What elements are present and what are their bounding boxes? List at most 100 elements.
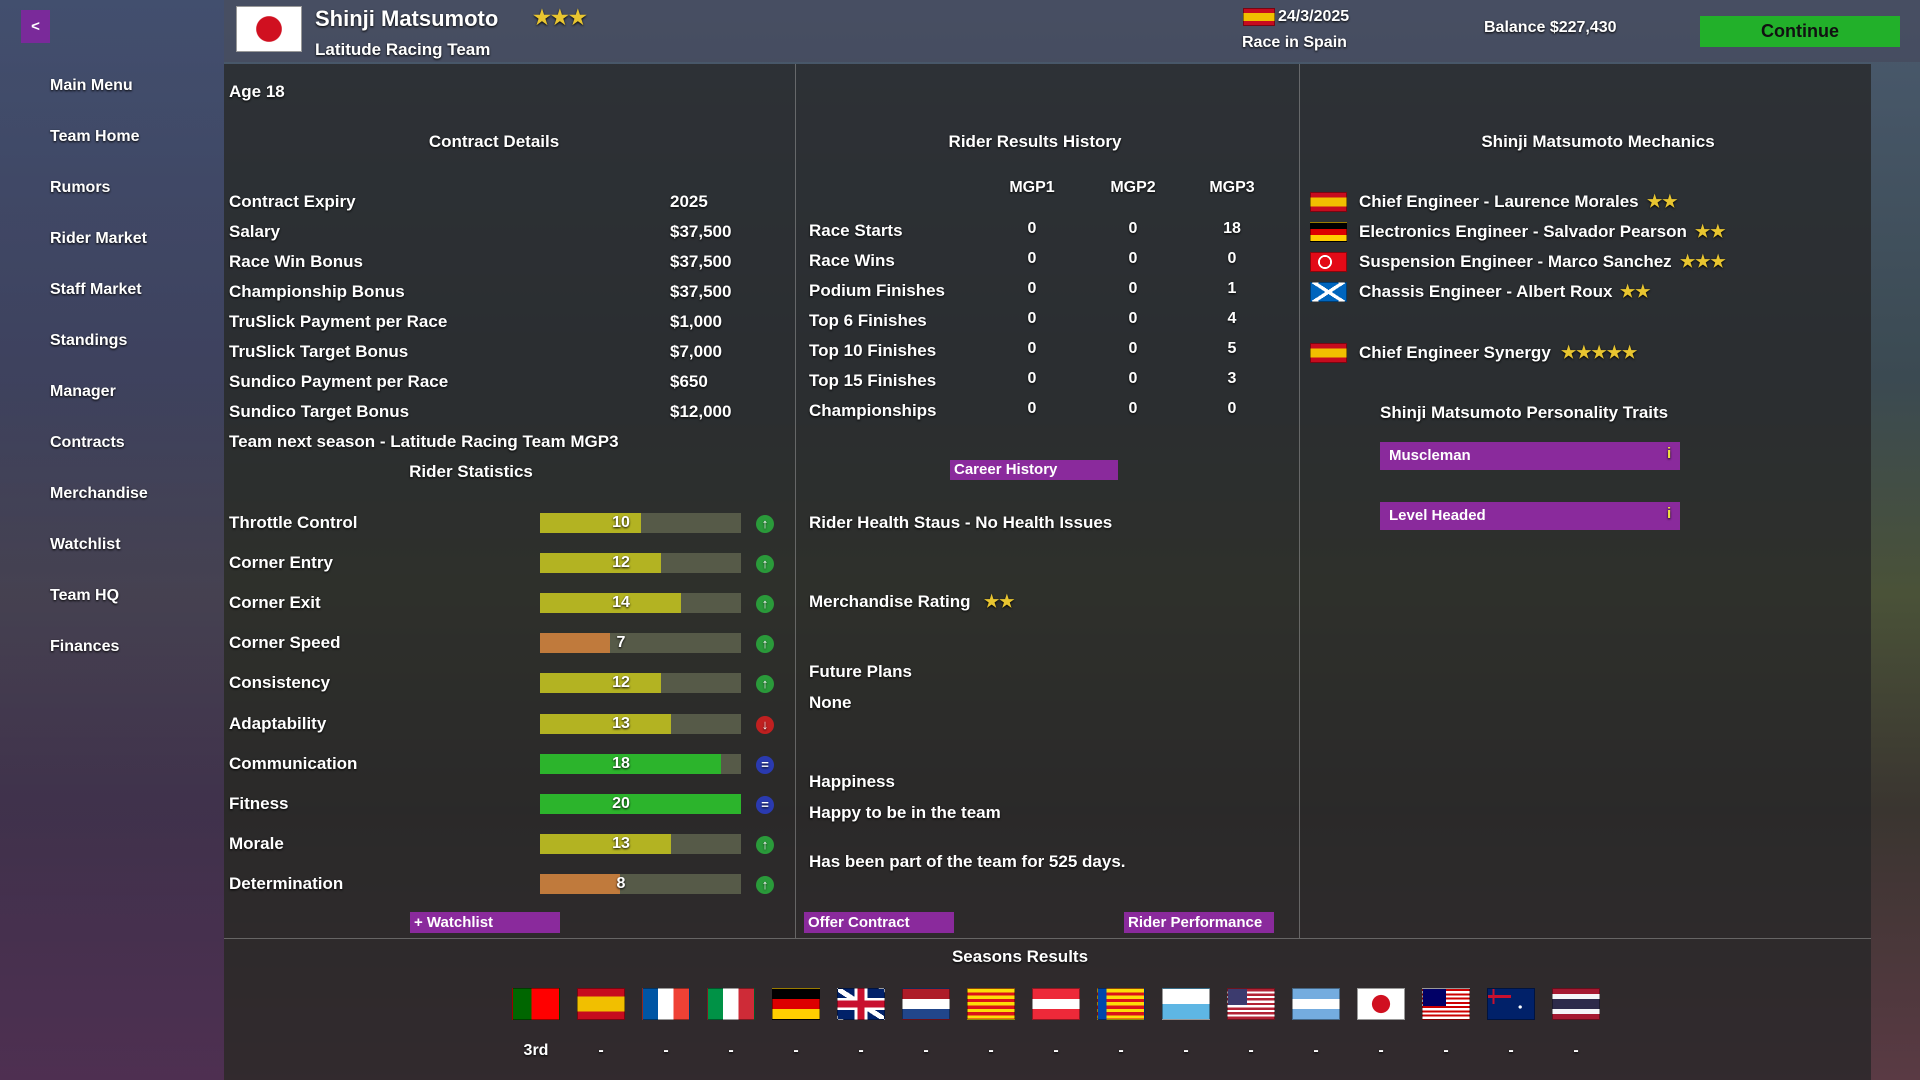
- synergy-label: Chief Engineer Synergy: [1359, 343, 1551, 362]
- trait[interactable]: Level Headed: [1380, 502, 1680, 530]
- contract-value: $7,000: [670, 342, 722, 361]
- mechanic-role: Chief Engineer - Laurence Morales: [1359, 192, 1639, 211]
- happiness-value: Happy to be in the team: [809, 803, 1001, 822]
- flag: [1310, 282, 1347, 302]
- result-value: 0: [1128, 280, 1138, 297]
- synergy-stars: ★★★★★: [1561, 343, 1638, 362]
- result-label: Race Wins: [809, 251, 895, 270]
- result-value: 0: [1027, 310, 1037, 327]
- menu-item[interactable]: Team Home: [50, 128, 140, 145]
- contract-value: $37,500: [670, 252, 732, 271]
- result-value: 0: [1128, 310, 1138, 327]
- menu-item[interactable]: Contracts: [50, 434, 125, 451]
- season-result: -: [988, 1042, 994, 1059]
- watchlist-button[interactable]: + Watchlist: [410, 912, 560, 933]
- continue-button[interactable]: Continue: [1700, 16, 1900, 47]
- stat-value: 18: [612, 754, 630, 772]
- menu-item[interactable]: Finances: [50, 638, 120, 655]
- menu-item[interactable]: Rumors: [50, 179, 111, 196]
- stat-label: Determination: [229, 873, 344, 893]
- health: Rider Health Staus - No Health Issues: [809, 513, 1113, 532]
- trend-icon: =: [756, 755, 774, 774]
- result-value: 0: [1027, 220, 1037, 237]
- mechanic-stars: ★★: [1647, 192, 1678, 211]
- stat-bar: [540, 593, 681, 614]
- stat-label: Fitness: [229, 793, 289, 813]
- stat-label: Consistency: [229, 673, 331, 693]
- team-name: Latitude Racing Team: [315, 40, 491, 59]
- stat-label: Corner Speed: [229, 633, 341, 653]
- stat-bar: [540, 673, 661, 694]
- contract-label: Race Win Bonus: [229, 252, 363, 271]
- trend-icon: ↑: [756, 595, 774, 614]
- mechanic-stars: ★★★: [1680, 252, 1726, 271]
- stat-value: 13: [612, 714, 630, 732]
- menu-item[interactable]: Rider Market: [50, 230, 147, 247]
- result-value: 0: [1027, 280, 1037, 297]
- flag: [1310, 252, 1347, 272]
- trend-icon: =: [756, 795, 774, 814]
- flag: [772, 988, 820, 1020]
- merchandise-label: Merchandise Rating: [809, 592, 971, 611]
- column-header: MGP1: [1009, 179, 1055, 196]
- flag: [1162, 988, 1210, 1020]
- result-label: Top 15 Finishes: [809, 371, 937, 390]
- flag: [1310, 192, 1347, 212]
- stat-bar: [540, 513, 641, 533]
- divider: [795, 64, 796, 938]
- flag: [1032, 988, 1080, 1020]
- contract-value: $37,500: [670, 282, 732, 301]
- menu-item[interactable]: Team HQ: [50, 587, 120, 604]
- result-label: Top 10 Finishes: [809, 341, 937, 360]
- mechanic-role: Electronics Engineer - Salvador Pearson: [1359, 222, 1687, 241]
- back-button[interactable]: <: [21, 10, 50, 43]
- stat-value: 20: [612, 794, 630, 812]
- stat-value: 8: [616, 874, 626, 892]
- flag: [1097, 988, 1145, 1020]
- season-result: -: [1508, 1042, 1514, 1059]
- menu-item[interactable]: Staff Market: [50, 281, 142, 298]
- result-value: 0: [1227, 400, 1237, 417]
- result-label: Race Starts: [809, 221, 903, 240]
- section-title: Contract Details: [428, 132, 560, 151]
- result-label: Championships: [809, 401, 937, 420]
- result-value: 0: [1027, 370, 1037, 387]
- traits-title: Shinji Matsumoto Personality Traits: [1380, 403, 1669, 422]
- season-result: -: [598, 1042, 604, 1059]
- column-header: MGP2: [1110, 179, 1156, 196]
- menu-item[interactable]: Manager: [50, 383, 116, 400]
- career-history-button[interactable]: Career History: [950, 460, 1118, 480]
- mechanic-stars: ★★: [1695, 222, 1726, 241]
- menu-item[interactable]: Main Menu: [50, 77, 133, 94]
- menu-item[interactable]: Watchlist: [50, 536, 121, 553]
- next-season: Team next season - Latitude Racing Team …: [229, 432, 619, 451]
- result-value: 18: [1223, 220, 1241, 237]
- divider: [224, 938, 1871, 939]
- trend-icon: ↑: [756, 875, 774, 894]
- happiness-label: Happiness: [809, 772, 895, 791]
- trend-icon: ↑: [756, 515, 774, 533]
- offer-contract-button[interactable]: Offer Contract: [804, 912, 954, 933]
- stat-label: Morale: [229, 833, 284, 853]
- trait-info: i: [1667, 445, 1672, 462]
- stat-bar: [540, 833, 671, 854]
- stat-label: Adaptability: [229, 713, 327, 733]
- age: Age 18: [229, 82, 285, 101]
- flag: [577, 988, 625, 1020]
- season-result: -: [1183, 1042, 1189, 1059]
- rider-performance-button[interactable]: Rider Performance: [1124, 912, 1274, 933]
- stat-value: 12: [612, 554, 630, 572]
- menu-item[interactable]: Merchandise: [50, 485, 148, 502]
- menu-item[interactable]: Standings: [50, 332, 128, 349]
- trait[interactable]: Muscleman: [1380, 442, 1680, 470]
- result-value: 0: [1027, 340, 1037, 357]
- contract-value: $12,000: [670, 402, 732, 421]
- stat-bar: [540, 793, 741, 814]
- stat-value: 14: [612, 594, 630, 612]
- race: Race in Spain: [1242, 34, 1347, 51]
- season-result: -: [1118, 1042, 1124, 1059]
- result-label: Podium Finishes: [809, 281, 946, 300]
- trend-icon: ↑: [756, 675, 774, 694]
- season-result: -: [793, 1042, 799, 1059]
